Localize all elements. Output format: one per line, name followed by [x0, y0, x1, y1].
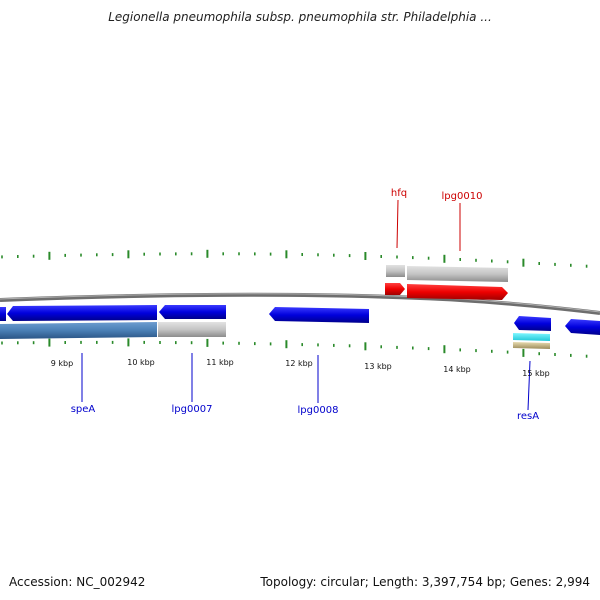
gene-label-speA[interactable]: speA [71, 404, 96, 415]
tick-row-top [1, 249, 588, 268]
genome-backbone [0, 292, 600, 315]
scale-label-13kbp: 13 kbp [364, 362, 392, 371]
partial-gene-arrow-left[interactable] [0, 307, 6, 321]
gene-label-lpg0008[interactable]: lpg0008 [298, 405, 339, 416]
grey-gene-upper-left[interactable] [386, 265, 405, 277]
lpg0008-gene-arrow[interactable] [269, 307, 369, 323]
genome-title: Legionella pneumophila subsp. pneumophil… [108, 10, 492, 24]
teal-gene-block[interactable] [513, 333, 550, 341]
partial-gene-arrow-right[interactable] [565, 319, 600, 335]
accession-text: Accession: NC_002942 [9, 575, 146, 589]
lpg0007-gene-arrow[interactable] [159, 305, 226, 319]
scale-label-14kbp: 14 kbp [443, 365, 471, 374]
scale-label-11kbp: 11 kbp [206, 358, 234, 367]
tick-row-bottom [1, 338, 588, 358]
scale-label-10kbp: 10 kbp [127, 358, 155, 367]
gene-label-lpg0010[interactable]: lpg0010 [442, 191, 483, 202]
tan-gene-block[interactable] [513, 342, 550, 349]
gene-label-hfq[interactable]: hfq [391, 188, 407, 199]
scale-label-15kbp: 15 kbp [522, 369, 550, 378]
speA-gene-arrow[interactable] [7, 305, 157, 321]
gene-label-lpg0007[interactable]: lpg0007 [172, 404, 213, 415]
resA-callout-line [527, 360, 531, 411]
gene-label-resA[interactable]: resA [517, 411, 539, 422]
topology-text: Topology: circular; Length: 3,397,754 bp… [260, 575, 590, 589]
resA-gene-arrow[interactable] [514, 316, 551, 331]
hfq-callout-line [396, 199, 399, 249]
grey-gene-lower[interactable] [158, 322, 226, 337]
lpg0010-gene-arrow[interactable] [407, 284, 508, 300]
scale-label-12kbp: 12 kbp [285, 359, 313, 368]
hfq-gene-arrow[interactable] [385, 283, 405, 295]
genome-backbone-highlight [0, 293, 600, 313]
grey-gene-upper[interactable] [407, 266, 508, 282]
scale-label-9kbp: 9 kbp [51, 359, 73, 368]
steelblue-gene-block[interactable] [0, 322, 157, 339]
